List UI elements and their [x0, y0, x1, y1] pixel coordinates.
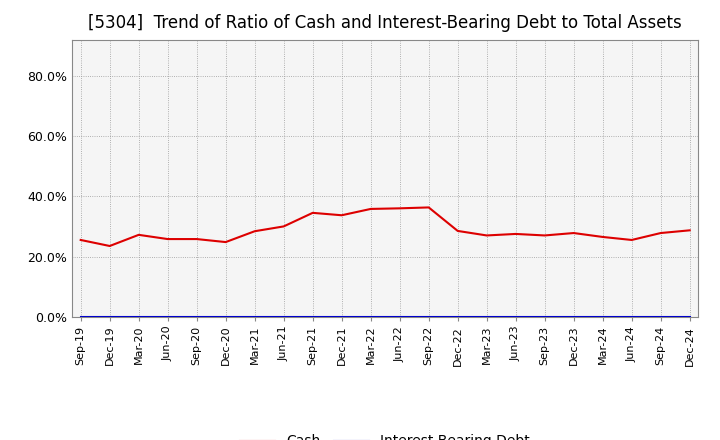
Interest-Bearing Debt: [541, 314, 549, 319]
Cash: [308, 210, 317, 216]
Interest-Bearing Debt: [105, 314, 114, 319]
Interest-Bearing Debt: [338, 314, 346, 319]
Cash: [76, 237, 85, 242]
Interest-Bearing Debt: [657, 314, 665, 319]
Cash: [395, 205, 404, 211]
Title: [5304]  Trend of Ratio of Cash and Interest-Bearing Debt to Total Assets: [5304] Trend of Ratio of Cash and Intere…: [89, 15, 682, 33]
Cash: [511, 231, 520, 237]
Interest-Bearing Debt: [366, 314, 375, 319]
Cash: [454, 228, 462, 234]
Interest-Bearing Debt: [395, 314, 404, 319]
Cash: [541, 233, 549, 238]
Interest-Bearing Debt: [308, 314, 317, 319]
Interest-Bearing Debt: [76, 314, 85, 319]
Interest-Bearing Debt: [598, 314, 607, 319]
Interest-Bearing Debt: [251, 314, 259, 319]
Cash: [685, 227, 694, 233]
Interest-Bearing Debt: [279, 314, 288, 319]
Cash: [482, 233, 491, 238]
Cash: [570, 231, 578, 236]
Interest-Bearing Debt: [511, 314, 520, 319]
Interest-Bearing Debt: [627, 314, 636, 319]
Interest-Bearing Debt: [685, 314, 694, 319]
Cash: [366, 206, 375, 212]
Cash: [221, 239, 230, 245]
Line: Cash: Cash: [81, 207, 690, 246]
Cash: [657, 231, 665, 236]
Interest-Bearing Debt: [424, 314, 433, 319]
Interest-Bearing Debt: [570, 314, 578, 319]
Cash: [192, 236, 201, 242]
Cash: [135, 232, 143, 238]
Interest-Bearing Debt: [482, 314, 491, 319]
Interest-Bearing Debt: [135, 314, 143, 319]
Cash: [251, 229, 259, 234]
Cash: [338, 213, 346, 218]
Cash: [627, 237, 636, 242]
Interest-Bearing Debt: [163, 314, 172, 319]
Legend: Cash, Interest-Bearing Debt: Cash, Interest-Bearing Debt: [235, 429, 536, 440]
Cash: [279, 224, 288, 229]
Cash: [424, 205, 433, 210]
Interest-Bearing Debt: [454, 314, 462, 319]
Interest-Bearing Debt: [192, 314, 201, 319]
Interest-Bearing Debt: [221, 314, 230, 319]
Cash: [105, 243, 114, 249]
Cash: [163, 236, 172, 242]
Cash: [598, 235, 607, 240]
